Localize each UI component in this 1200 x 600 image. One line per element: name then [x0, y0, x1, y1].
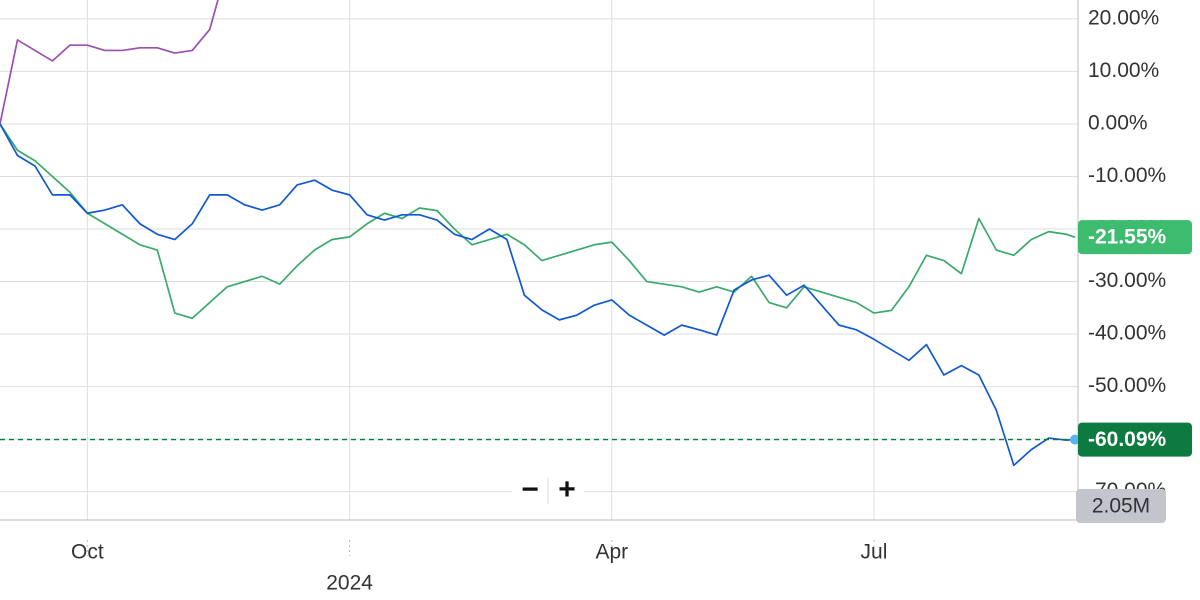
volume-badge	[1076, 489, 1166, 523]
end-badge-label: -60.09%	[1088, 428, 1167, 451]
y-tick-label: 10.00%	[1088, 59, 1159, 82]
end-badge-label: -21.55%	[1088, 226, 1167, 249]
zoom-out-button[interactable]: −	[521, 473, 539, 506]
x-tick-label: Jul	[861, 541, 888, 564]
volume-label: 2.05M	[1092, 495, 1150, 518]
y-tick-label: -10.00%	[1088, 164, 1166, 187]
plot-area	[0, 0, 1076, 467]
overlay: -21.55% -60.09% 2.05M	[0, 220, 1192, 523]
zoom-in-button[interactable]: +	[558, 473, 576, 506]
x-tick-label: Apr	[595, 541, 628, 564]
end-badge	[1078, 422, 1192, 457]
end-dot	[1070, 434, 1080, 445]
series-line	[0, 123, 1076, 467]
y-tick-label: 20.00%	[1088, 6, 1159, 29]
series-line	[0, 123, 1076, 320]
x-tick-label: 2024	[326, 572, 373, 595]
y-tick-label: -50.00%	[1088, 374, 1166, 397]
y-tick-label: -30.00%	[1088, 269, 1166, 292]
end-badge	[1078, 220, 1192, 255]
series-line	[0, 0, 219, 125]
y-tick-label: -40.00%	[1088, 322, 1166, 345]
x-tick-label: Oct	[71, 541, 104, 564]
y-tick-label: 0.00%	[1088, 112, 1148, 135]
